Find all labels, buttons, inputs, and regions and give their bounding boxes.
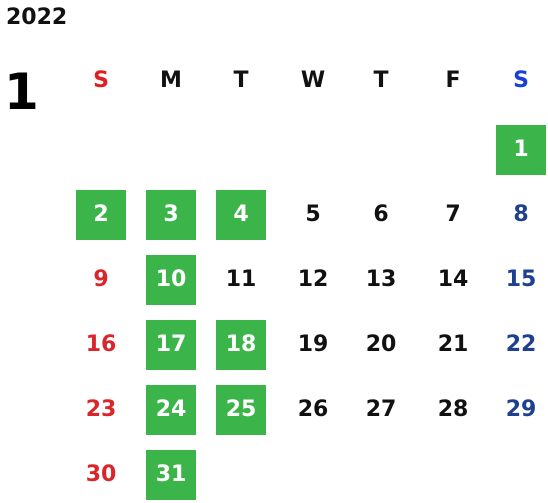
day-20[interactable]: 20	[365, 332, 397, 357]
weekday-monday: M	[160, 68, 182, 93]
day-30[interactable]: 30	[85, 462, 117, 487]
day-25[interactable]: 25	[216, 385, 266, 435]
day-28[interactable]: 28	[437, 397, 469, 422]
day-19[interactable]: 19	[297, 332, 329, 357]
day-2[interactable]: 2	[76, 190, 126, 240]
day-17[interactable]: 17	[146, 320, 196, 370]
month-number: 1	[4, 63, 39, 121]
day-12[interactable]: 12	[297, 267, 329, 292]
day-9[interactable]: 9	[93, 267, 109, 292]
day-6[interactable]: 6	[373, 202, 389, 227]
day-31[interactable]: 31	[146, 450, 196, 500]
day-18[interactable]: 18	[216, 320, 266, 370]
day-27[interactable]: 27	[365, 397, 397, 422]
day-8[interactable]: 8	[513, 202, 529, 227]
weekday-tuesday: T	[233, 68, 249, 93]
day-24[interactable]: 24	[146, 385, 196, 435]
day-11[interactable]: 11	[225, 267, 257, 292]
day-4[interactable]: 4	[216, 190, 266, 240]
year-label: 2022	[6, 5, 68, 30]
day-3[interactable]: 3	[146, 190, 196, 240]
day-10[interactable]: 10	[146, 255, 196, 305]
day-15[interactable]: 15	[505, 267, 537, 292]
day-22[interactable]: 22	[505, 332, 537, 357]
day-23[interactable]: 23	[85, 397, 117, 422]
weekday-friday: F	[445, 68, 461, 93]
weekday-thursday: T	[373, 68, 389, 93]
day-21[interactable]: 21	[437, 332, 469, 357]
day-14[interactable]: 14	[437, 267, 469, 292]
day-16[interactable]: 16	[85, 332, 117, 357]
weekday-saturday: S	[513, 68, 529, 93]
weekday-sunday: S	[93, 68, 109, 93]
day-13[interactable]: 13	[365, 267, 397, 292]
day-26[interactable]: 26	[297, 397, 329, 422]
day-29[interactable]: 29	[505, 397, 537, 422]
weekday-wednesday: W	[300, 68, 326, 93]
day-7[interactable]: 7	[445, 202, 461, 227]
day-5[interactable]: 5	[305, 202, 321, 227]
day-1[interactable]: 1	[496, 125, 546, 175]
